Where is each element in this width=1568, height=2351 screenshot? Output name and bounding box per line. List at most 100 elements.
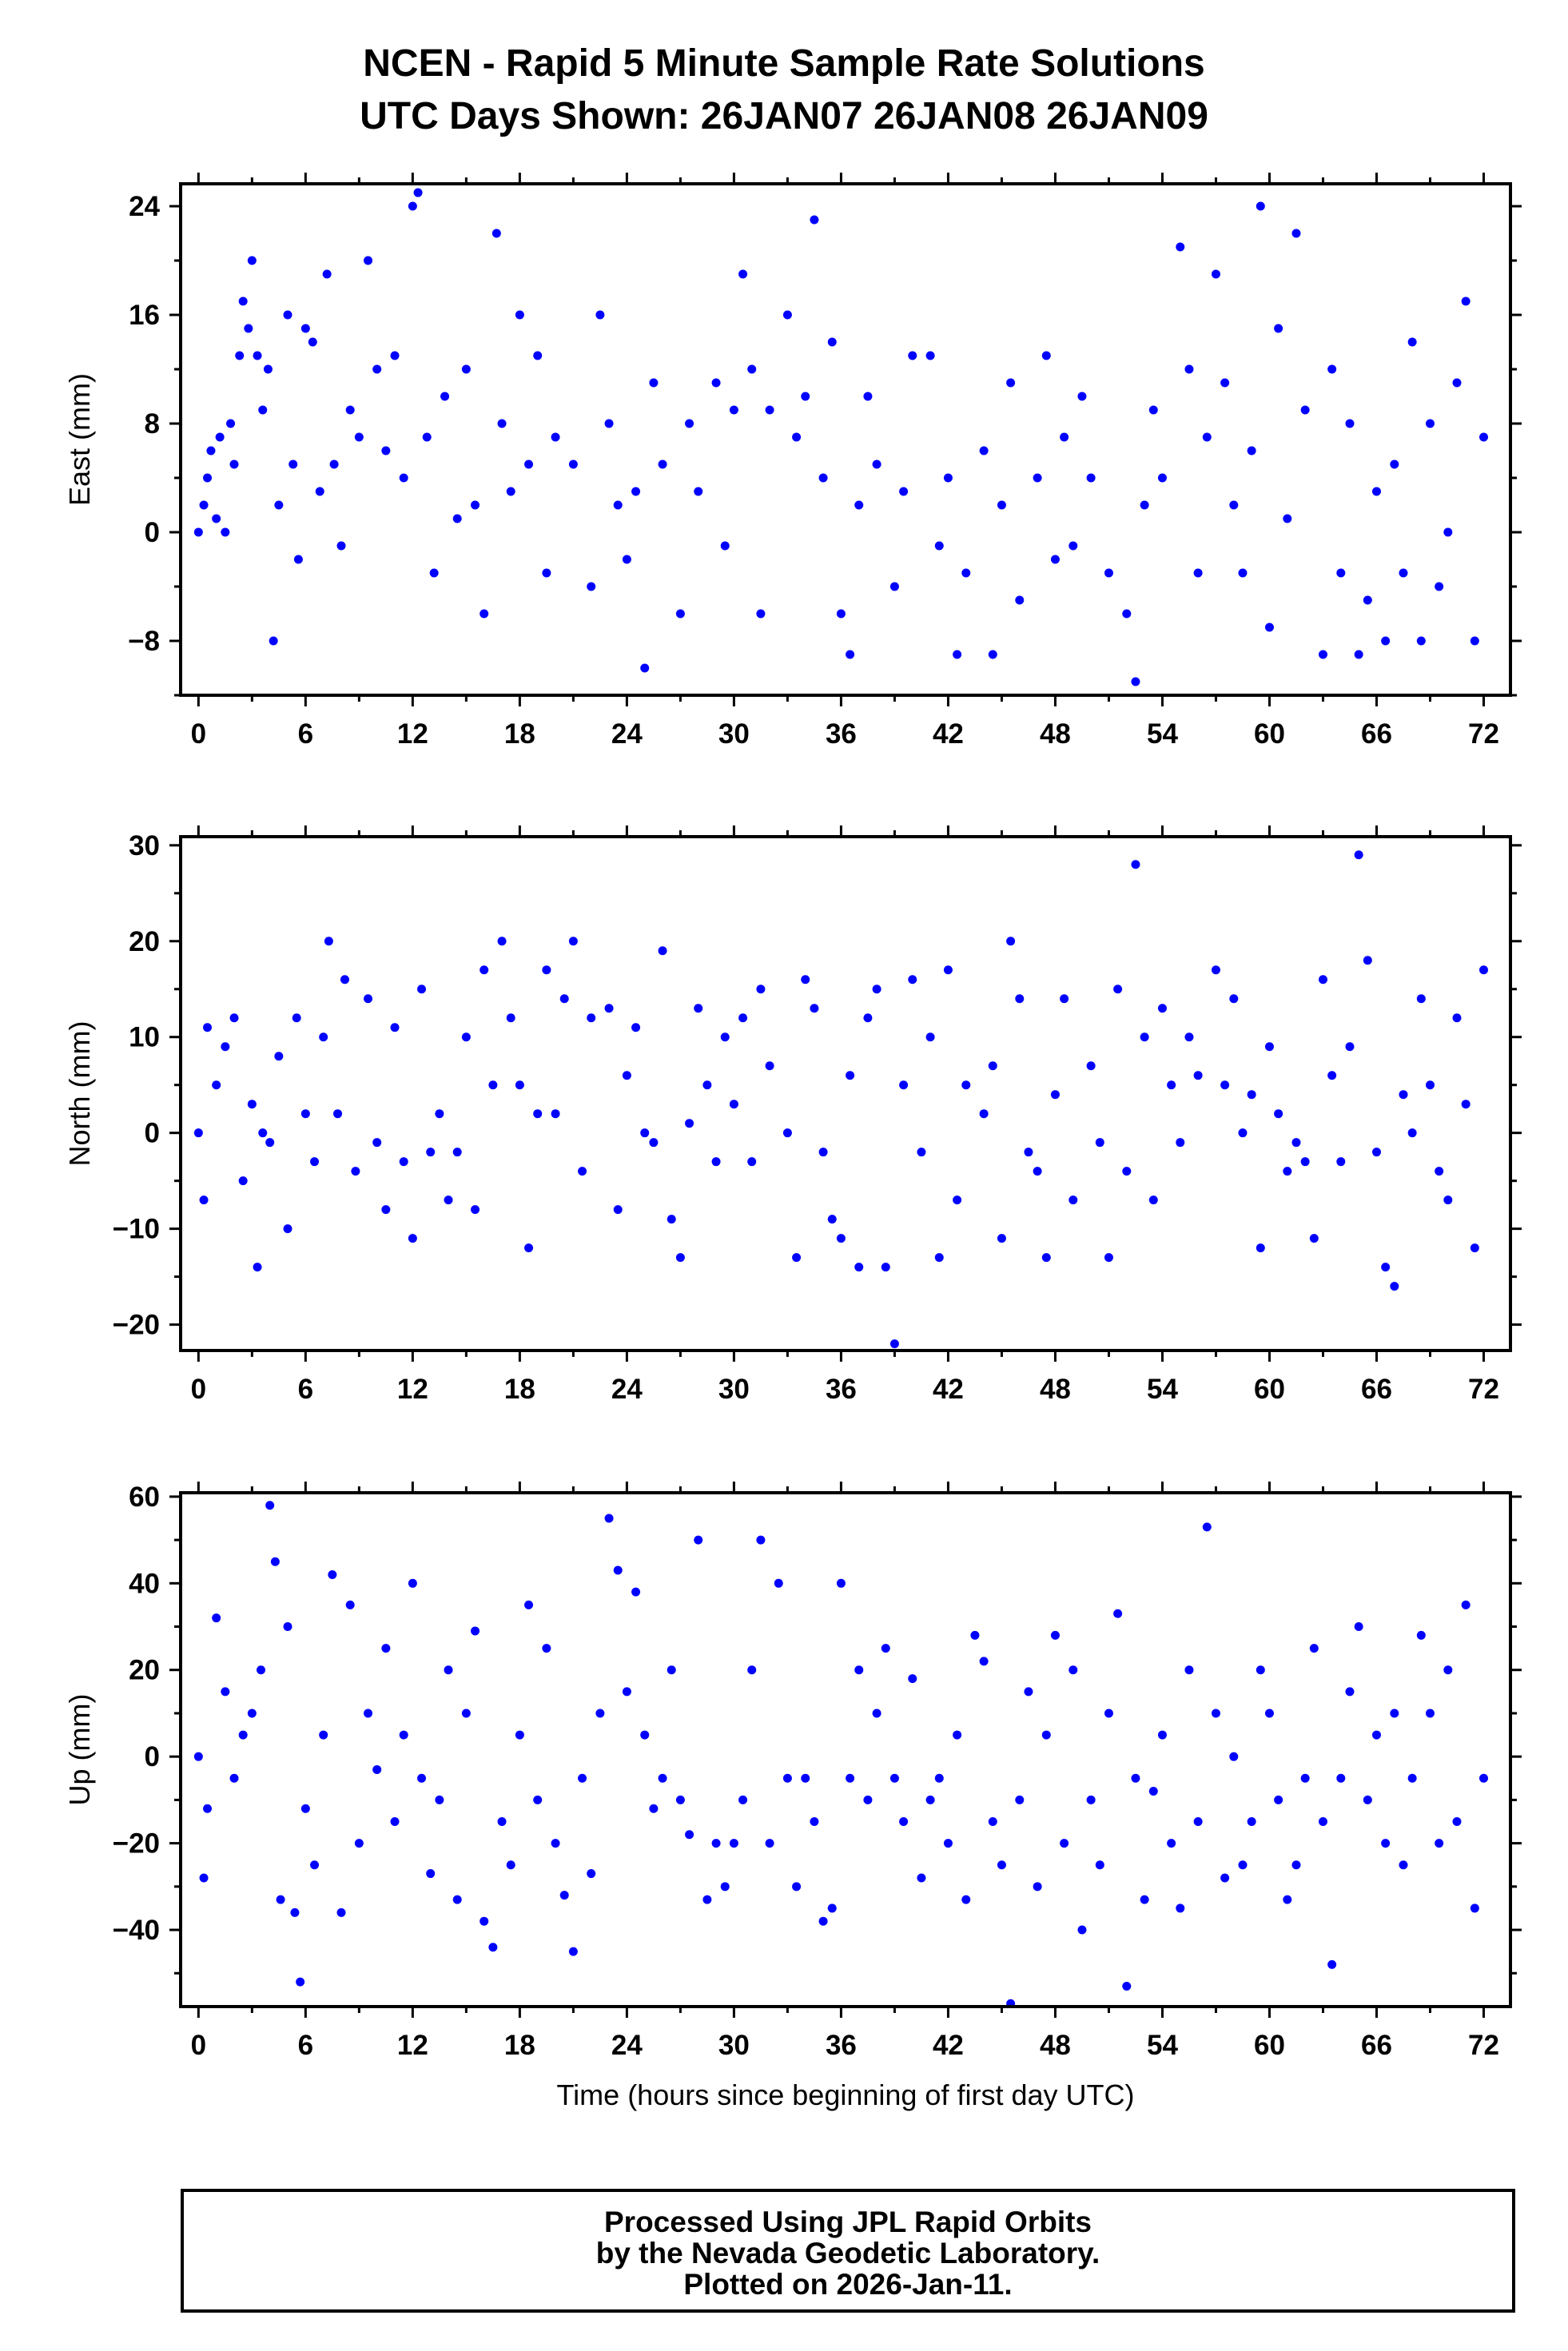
data-point (333, 1109, 343, 1119)
data-point (729, 1839, 738, 1848)
data-point (881, 1644, 890, 1653)
data-point (506, 1860, 515, 1870)
data-point (622, 1071, 631, 1080)
data-point (908, 351, 917, 360)
data-point (422, 432, 432, 442)
data-point (1015, 595, 1025, 605)
data-point (934, 541, 944, 551)
data-point (801, 392, 810, 401)
data-point (1247, 446, 1256, 455)
data-point (1461, 296, 1470, 306)
panel-up: 0 6 12 18 24 30 36 42 48 54 60 66 72 −40 −20 0 20 40 60 Up … (63, 1482, 1522, 2111)
data-point (253, 1263, 262, 1272)
data-point (1345, 1687, 1355, 1697)
data-point (1229, 1752, 1239, 1761)
data-point (1274, 324, 1283, 333)
data-point (1371, 1730, 1381, 1740)
data-point (1104, 1253, 1113, 1263)
data-point (658, 946, 667, 956)
data-point (827, 1215, 837, 1224)
data-point (1327, 364, 1337, 374)
data-point (587, 582, 596, 591)
data-point (429, 568, 439, 578)
data-point (1167, 1839, 1176, 1848)
data-point (578, 1167, 587, 1176)
data-point (899, 1080, 909, 1090)
data-point (953, 650, 962, 659)
data-point (1131, 677, 1140, 686)
data-point (193, 1752, 203, 1761)
data-point (1461, 1100, 1470, 1109)
y-tick-label: 16 (129, 300, 160, 331)
data-point (1176, 1903, 1185, 1913)
data-point (1229, 994, 1239, 1004)
footer-box: Processed Using JPL Rapid Orbits by the … (181, 2189, 1515, 2313)
x-tick-label: 12 (397, 2030, 428, 2061)
data-point (729, 1100, 738, 1109)
data-point (253, 351, 262, 360)
data-point (818, 1148, 828, 1157)
data-point (685, 1830, 694, 1840)
data-point (296, 1977, 305, 1987)
data-point (863, 1795, 873, 1804)
panel-north: 0 6 12 18 24 30 36 42 48 54 60 66 72 −20 −10 0 10 20 30 Nor… (63, 825, 1522, 1405)
data-point (1318, 1816, 1327, 1826)
data-point (408, 1234, 417, 1243)
data-point (917, 1873, 926, 1883)
data-point (801, 975, 810, 985)
data-point (1363, 1795, 1372, 1804)
data-point (694, 1535, 703, 1545)
data-point (1113, 985, 1123, 994)
data-point (604, 1514, 614, 1523)
data-point (1211, 269, 1220, 279)
data-point (578, 1773, 587, 1783)
data-point (238, 1730, 248, 1740)
x-tick-label: 6 (298, 1374, 313, 1405)
data-point (782, 310, 792, 320)
x-tick-label: 54 (1147, 718, 1178, 750)
data-point (417, 1773, 427, 1783)
data-point (1300, 1157, 1310, 1167)
y-tick-label: 24 (129, 191, 160, 222)
data-point (480, 965, 489, 975)
data-point (408, 201, 417, 211)
data-point (1211, 965, 1220, 975)
data-point (300, 1804, 310, 1813)
data-point (440, 392, 450, 401)
y-tick-label: −8 (128, 626, 160, 657)
data-point (961, 568, 971, 578)
data-point (1435, 1167, 1444, 1176)
data-point (381, 1205, 391, 1215)
data-point (979, 1657, 989, 1666)
data-point (1256, 201, 1265, 211)
data-point (1345, 419, 1355, 428)
data-point (863, 392, 873, 401)
data-point (1069, 1195, 1078, 1205)
data-point (1425, 419, 1435, 428)
data-point (1407, 1773, 1417, 1783)
data-point (988, 650, 997, 659)
y-axis-label: Up (mm) (63, 1694, 96, 1806)
data-point (810, 1816, 819, 1826)
y-tick-label: −40 (113, 1915, 160, 1946)
data-point (1470, 1243, 1479, 1253)
data-point (801, 1773, 810, 1783)
data-point (497, 419, 507, 428)
data-point (310, 1157, 320, 1167)
data-point (480, 609, 489, 619)
data-point (765, 405, 774, 415)
data-point (854, 500, 864, 510)
data-point (265, 1501, 275, 1510)
data-point (212, 514, 221, 523)
data-point (1309, 1644, 1319, 1653)
x-tick-label: 60 (1254, 1374, 1285, 1405)
data-point (270, 1557, 280, 1566)
data-point (1104, 568, 1113, 578)
x-tick-label: 0 (191, 2030, 206, 2061)
data-point (1122, 1982, 1132, 1991)
x-tick-label: 66 (1361, 2030, 1392, 2061)
data-point (354, 1839, 364, 1848)
data-point (1140, 500, 1149, 510)
data-point (533, 351, 543, 360)
data-point (364, 256, 373, 265)
